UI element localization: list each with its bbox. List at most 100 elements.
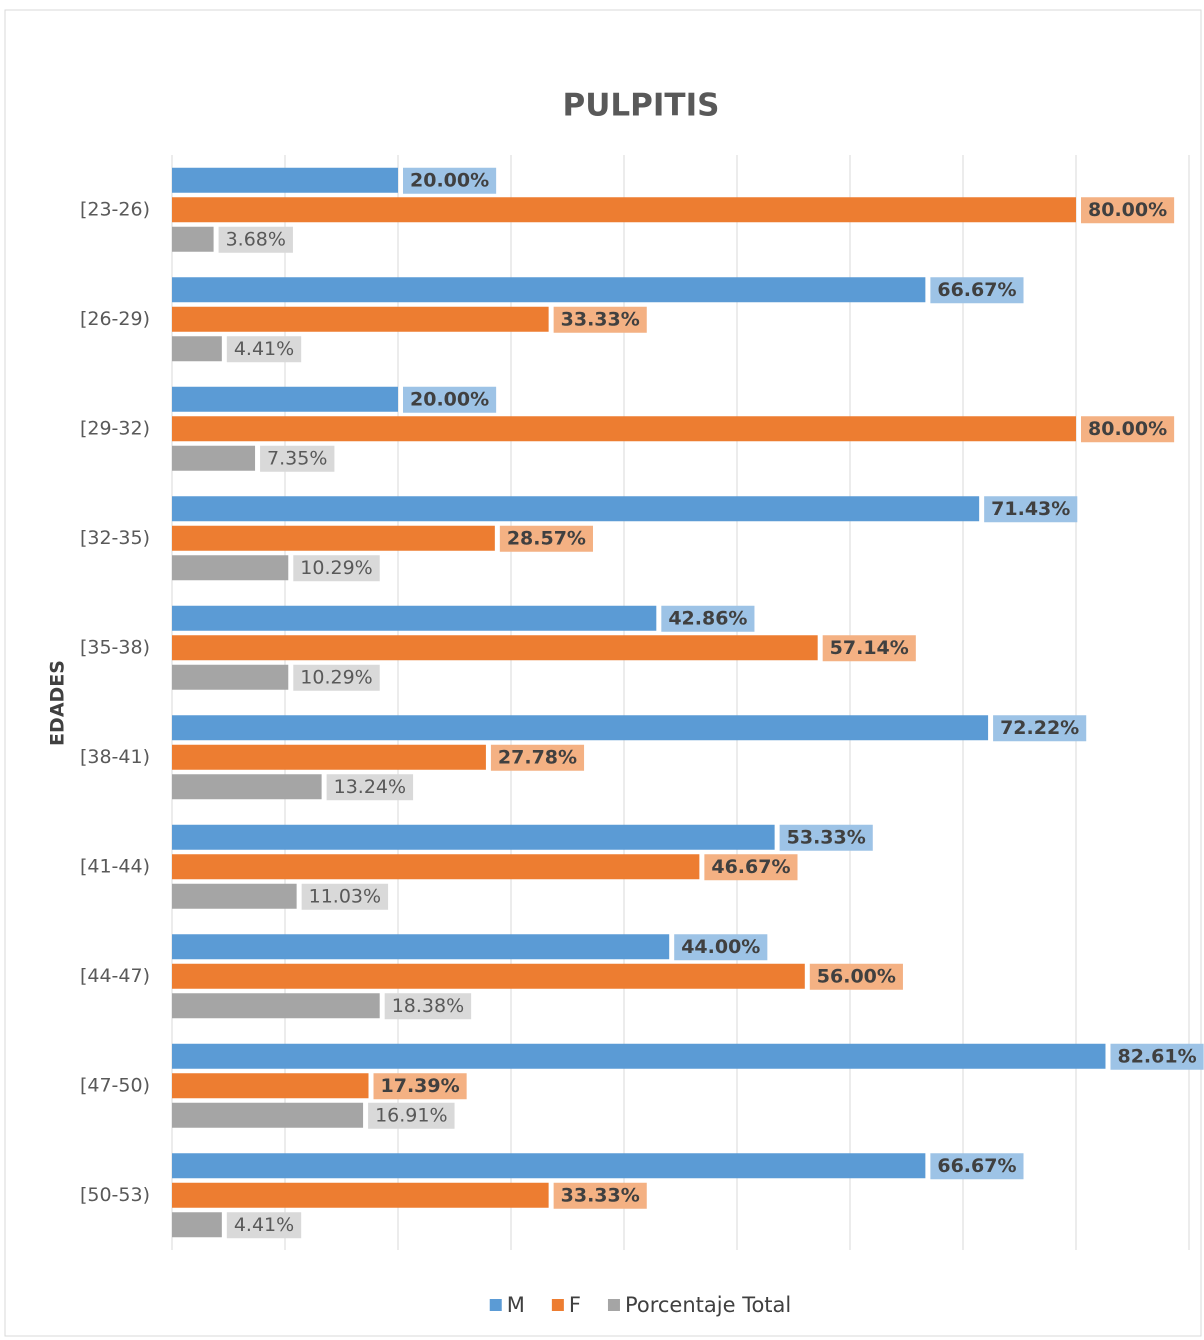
bar	[172, 416, 1076, 442]
data-label: 82.61%	[1117, 1045, 1196, 1067]
data-label-box	[674, 934, 768, 961]
bar	[172, 525, 495, 551]
bar	[172, 1182, 549, 1208]
legend-swatch	[551, 1299, 564, 1311]
data-label: 80.00%	[1088, 418, 1167, 440]
bar	[172, 306, 549, 332]
data-label: 72.22%	[1000, 717, 1079, 739]
data-label-box	[779, 824, 873, 851]
data-label-box	[1081, 197, 1175, 224]
y-tick-label: [29-32)	[80, 417, 150, 439]
data-label-box	[984, 496, 1078, 523]
y-tick-label: [50-53)	[80, 1184, 150, 1206]
bar	[172, 277, 926, 303]
data-label-box	[368, 1102, 455, 1129]
data-label-box	[704, 854, 798, 881]
data-label-box	[293, 664, 380, 691]
data-label: 7.35%	[267, 447, 327, 469]
data-label: 56.00%	[817, 965, 896, 987]
legend-label: M	[507, 1293, 525, 1317]
bar	[172, 993, 380, 1019]
bar	[172, 635, 818, 661]
chart-title: PULPITIS	[563, 88, 720, 124]
bar	[172, 1153, 926, 1179]
y-tick-label: [47-50)	[80, 1074, 150, 1096]
data-label-box	[809, 963, 903, 990]
y-tick-label: [32-35)	[80, 527, 150, 549]
data-label-box	[226, 336, 302, 363]
data-label-box	[384, 993, 472, 1020]
bar	[172, 1073, 369, 1099]
data-label-box	[218, 226, 293, 253]
data-label-box	[1081, 416, 1175, 443]
data-label: 10.29%	[300, 557, 372, 579]
bar	[172, 226, 214, 252]
bar	[172, 744, 486, 770]
legend-label: Porcentaje Total	[625, 1293, 791, 1317]
data-label-box	[993, 715, 1087, 742]
data-label: 33.33%	[561, 1184, 640, 1206]
data-label: 66.67%	[937, 279, 1016, 301]
bar	[172, 934, 670, 960]
data-label: 66.67%	[937, 1155, 1016, 1177]
data-label: 11.03%	[309, 885, 381, 907]
bar	[172, 715, 989, 741]
data-label-box	[373, 1073, 467, 1100]
data-label: 3.68%	[226, 228, 286, 250]
data-label: 53.33%	[787, 826, 866, 848]
data-label-box	[403, 167, 497, 194]
data-label: 4.41%	[234, 1214, 294, 1236]
data-label: 44.00%	[681, 936, 760, 958]
y-tick-label: [38-41)	[80, 746, 150, 768]
bar	[172, 336, 222, 362]
data-label-box	[326, 774, 414, 801]
data-label-box	[822, 635, 916, 662]
bar	[172, 605, 657, 631]
data-label-box	[403, 386, 497, 413]
data-label: 33.33%	[561, 308, 640, 330]
bar	[172, 496, 980, 522]
bar	[172, 854, 700, 880]
bar	[172, 664, 289, 690]
data-label-box	[930, 1153, 1024, 1180]
data-label-box	[499, 525, 593, 552]
data-label: 4.41%	[234, 338, 294, 360]
bar	[172, 883, 297, 909]
data-label: 71.43%	[991, 498, 1070, 520]
data-label: 13.24%	[334, 776, 406, 798]
bar	[172, 555, 289, 581]
bar	[172, 445, 256, 471]
data-label: 20.00%	[410, 169, 489, 191]
data-label-box	[1110, 1043, 1204, 1070]
data-label: 57.14%	[830, 637, 909, 659]
bar	[172, 1212, 222, 1238]
data-label-box	[490, 744, 585, 771]
bar	[172, 1043, 1106, 1069]
data-label: 17.39%	[381, 1075, 460, 1097]
bar	[172, 1102, 364, 1128]
data-label-box	[553, 1182, 647, 1209]
bar	[172, 197, 1076, 223]
legend-swatch	[607, 1299, 620, 1311]
data-label: 16.91%	[375, 1104, 447, 1126]
bar	[172, 774, 322, 800]
data-label-box	[930, 277, 1024, 304]
y-tick-label: [23-26)	[80, 198, 150, 220]
y-axis-label: EDADES	[47, 660, 69, 746]
data-label: 18.38%	[392, 995, 464, 1017]
data-label-box	[260, 445, 335, 472]
bar	[172, 824, 775, 850]
data-label: 20.00%	[410, 388, 489, 410]
data-label-box	[293, 555, 380, 582]
data-label-box	[301, 883, 389, 910]
data-label: 10.29%	[300, 666, 372, 688]
y-tick-label: [26-29)	[80, 308, 150, 330]
data-label-box	[661, 605, 755, 632]
data-label: 46.67%	[711, 856, 790, 878]
data-label-box	[553, 306, 647, 333]
data-label: 42.86%	[668, 607, 747, 629]
data-label-box	[226, 1212, 302, 1239]
legend-label: F	[569, 1293, 581, 1317]
y-tick-label: [35-38)	[80, 636, 150, 658]
